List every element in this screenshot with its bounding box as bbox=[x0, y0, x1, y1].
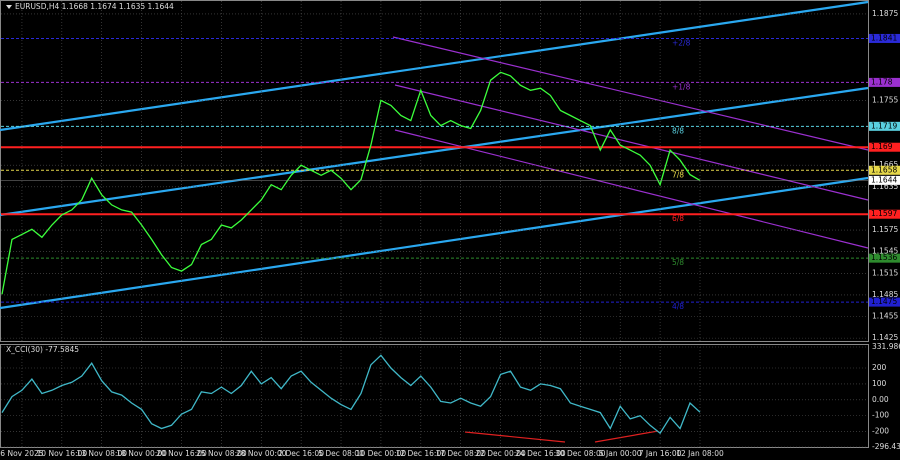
x-tick-label: 13 Nov 08:00 bbox=[76, 449, 127, 458]
x-tick-label: 7 Jan 16:00 bbox=[639, 449, 682, 458]
x-tick-label: 12 Dec 16:00 bbox=[396, 449, 447, 458]
last-price-label: 1.1644 bbox=[871, 175, 897, 184]
level-price-label: 1.1475 bbox=[871, 297, 897, 306]
level-price-box bbox=[869, 142, 900, 152]
channel-line bbox=[392, 36, 869, 151]
level-label: 7/8 bbox=[672, 170, 684, 179]
y-tick-label: 1.1635 bbox=[872, 182, 898, 191]
indicator-title: X_CCI(30) -77.5845 bbox=[6, 345, 79, 354]
level-price-label: 1.1536 bbox=[871, 253, 897, 262]
level-price-box bbox=[869, 77, 900, 87]
x-tick-label: 10 Dec 00:00 bbox=[356, 449, 407, 458]
level-price-box bbox=[869, 165, 900, 175]
y-tick-label: 200 bbox=[872, 363, 887, 372]
y-tick-label: -100 bbox=[872, 411, 889, 420]
y-tick-label: 100 bbox=[872, 379, 887, 388]
level-label: +1/8 bbox=[672, 82, 691, 91]
divergence-line bbox=[594, 430, 659, 443]
cci-pane bbox=[0, 344, 869, 448]
y-tick-label: 0.00 bbox=[872, 395, 889, 404]
y-tick-label: 1.1425 bbox=[872, 333, 898, 342]
level-price-box bbox=[869, 297, 900, 307]
level-price-label: 1.178 bbox=[871, 77, 893, 86]
channel-line bbox=[0, 0, 869, 132]
x-tick-label: 25 Nov 08:00 bbox=[196, 449, 247, 458]
x-tick-label: 22 Dec 00:00 bbox=[475, 449, 526, 458]
x-tick-label: 18 Nov 00:00 bbox=[116, 449, 167, 458]
y-tick-label: 1.1485 bbox=[872, 290, 898, 299]
y-tick-label: 1.1455 bbox=[872, 312, 898, 321]
level-label: 8/8 bbox=[672, 126, 684, 135]
level-label: 5/8 bbox=[672, 258, 684, 267]
level-price-box bbox=[869, 121, 900, 131]
channel-line bbox=[394, 84, 869, 201]
level-price-label: 1.1597 bbox=[871, 209, 897, 218]
level-price-label: 1.1658 bbox=[871, 165, 897, 174]
channels bbox=[0, 0, 869, 443]
y-tick-label: 1.1545 bbox=[872, 247, 898, 256]
channel-line bbox=[0, 176, 869, 310]
channel-line bbox=[0, 86, 869, 217]
x-tick-label: 28 Nov 00:00 bbox=[236, 449, 287, 458]
series-line bbox=[1, 354, 701, 435]
y-tick-label: -296.438 bbox=[872, 442, 900, 451]
level-label: 6/8 bbox=[672, 214, 684, 223]
x-tick-label: 2 Dec 16:00 bbox=[278, 449, 324, 458]
level-price-box bbox=[869, 253, 900, 263]
divergence-line bbox=[464, 431, 566, 443]
level-price-label: 1.169 bbox=[871, 142, 893, 151]
y-tick-label: -200 bbox=[872, 427, 889, 436]
x-tick-label: 20 Nov 16:00 bbox=[156, 449, 207, 458]
y-tick-label: 1.1515 bbox=[872, 268, 898, 277]
price-pane bbox=[0, 0, 869, 342]
y-tick-label: 1.1755 bbox=[872, 95, 898, 104]
title-icon bbox=[6, 5, 12, 9]
y-tick-label: 331.986 bbox=[872, 342, 900, 351]
x-tick-label: 6 Nov 2025 bbox=[0, 449, 43, 458]
x-tick-label: 30 Dec 08:00 bbox=[555, 449, 606, 458]
last-price-box bbox=[869, 175, 900, 185]
x-tick-label: 17 Dec 08:00 bbox=[435, 449, 486, 458]
level-price-box bbox=[869, 209, 900, 219]
channel-line bbox=[394, 129, 869, 249]
x-tick-label: 5 Dec 08:00 bbox=[318, 449, 364, 458]
x-tick-label: 12 Jan 08:00 bbox=[676, 449, 724, 458]
level-price-label: 1.1841 bbox=[871, 33, 897, 42]
x-tick-label: 24 Dec 16:00 bbox=[515, 449, 566, 458]
x-tick-label: 10 Nov 16:00 bbox=[37, 449, 88, 458]
level-price-box bbox=[869, 33, 900, 43]
x-tick-label: 5 Jan 00:00 bbox=[599, 449, 642, 458]
chart-title: EURUSD,H4 1.1668 1.1674 1.1635 1.1644 bbox=[15, 2, 174, 11]
level-price-label: 1.1719 bbox=[871, 121, 897, 130]
series-line bbox=[1, 71, 701, 295]
y-tick-label: 1.1665 bbox=[872, 160, 898, 169]
level-label: 4/8 bbox=[672, 302, 684, 311]
y-tick-label: 1.1875 bbox=[872, 9, 898, 18]
level-label: +2/8 bbox=[672, 38, 691, 47]
y-tick-label: 1.1575 bbox=[872, 225, 898, 234]
